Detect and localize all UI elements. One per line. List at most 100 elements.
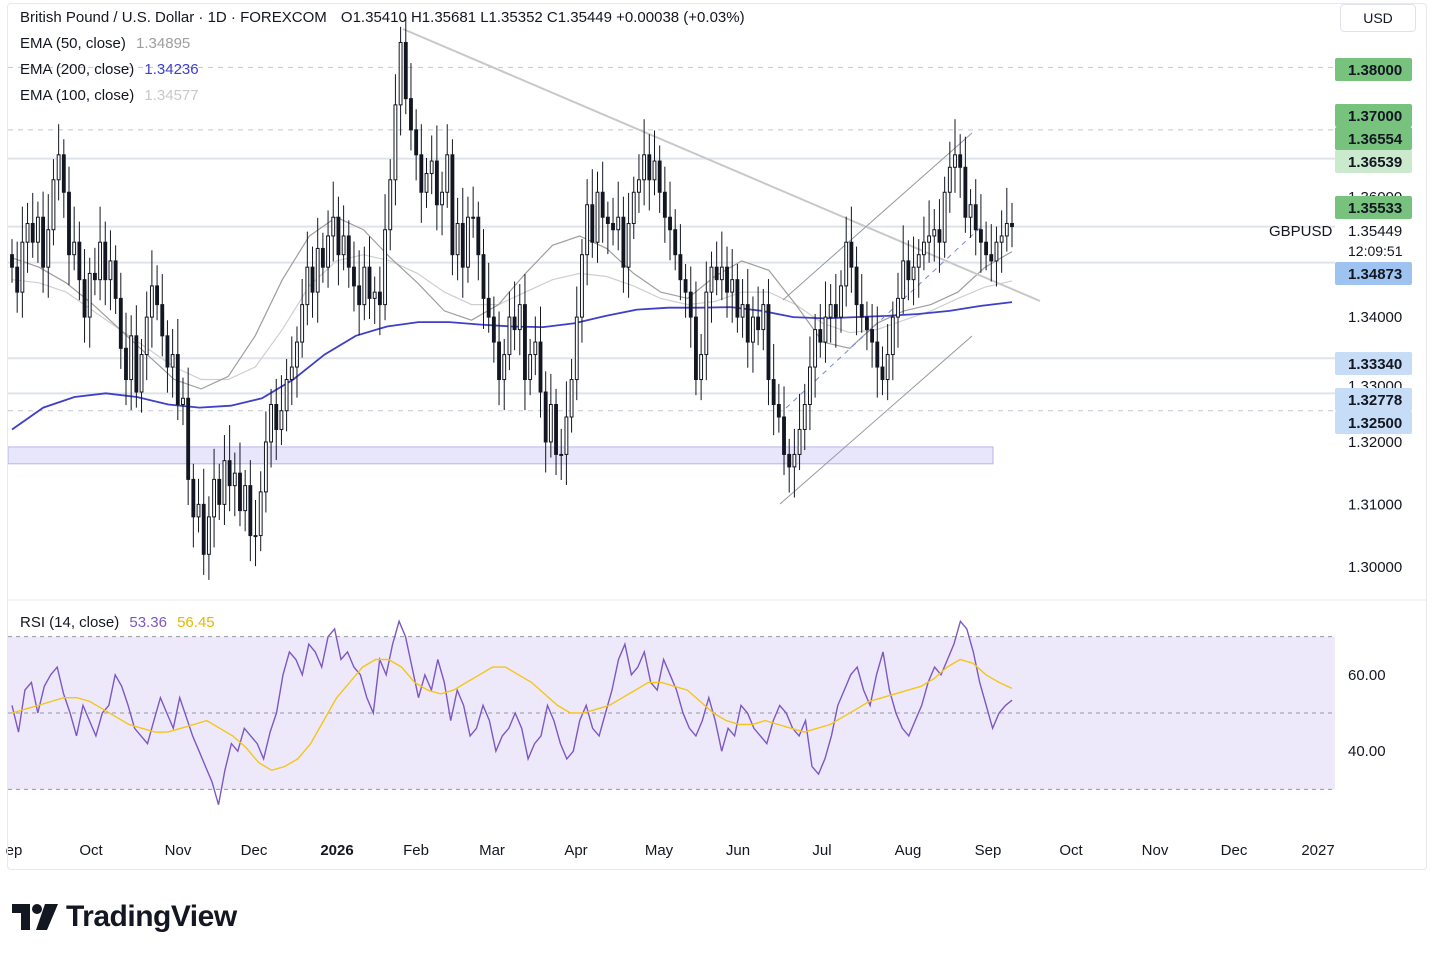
ema-100-legend[interactable]: EMA (100, close) 1.34577 [20, 87, 199, 105]
candle [906, 240, 911, 301]
candle [802, 383, 807, 451]
candle [393, 74, 398, 206]
candle-body [98, 241, 103, 281]
candle-body [409, 98, 413, 131]
time-axis-label: Dec [1221, 842, 1248, 859]
candle-body [103, 241, 108, 281]
ema-200-legend[interactable]: EMA (200, close) 1.34236 [20, 61, 199, 79]
price-axis-tick: 1.31000 [1348, 496, 1402, 513]
candle-body [155, 285, 160, 306]
candle [72, 206, 77, 271]
candle-body [668, 216, 672, 231]
candle [35, 201, 40, 263]
candle-body [129, 335, 134, 381]
time-axis-label: Dec [241, 842, 268, 859]
candle [41, 191, 46, 293]
candle-body [118, 297, 123, 349]
candle-body [486, 297, 491, 318]
price-label-box [1335, 58, 1412, 81]
candle-body [481, 254, 486, 299]
candle-body [704, 291, 709, 356]
candle-body [776, 403, 781, 418]
tradingview-logo-icon [12, 904, 58, 930]
candle [916, 239, 921, 298]
candle-body [362, 266, 367, 306]
candle [569, 358, 574, 433]
currency-button[interactable]: USD [1340, 4, 1416, 32]
candle-body [191, 478, 196, 518]
candle-body [797, 428, 802, 455]
candle-body [398, 41, 403, 106]
candle [388, 159, 393, 251]
ema-50-legend[interactable]: EMA (50, close) 1.34895 [20, 35, 190, 53]
candle-body [890, 316, 895, 356]
candle-body [683, 279, 688, 293]
time-axis-label: Oct [1059, 842, 1083, 859]
time-axis-label: Nov [165, 842, 192, 859]
candle [398, 26, 403, 136]
candle [921, 216, 926, 271]
candle-body [751, 316, 755, 343]
candle-body [978, 229, 983, 243]
candle-body [538, 341, 543, 393]
time-axis-label: 2027 [1301, 842, 1334, 859]
ema-100-label: EMA (100, close) [20, 87, 135, 104]
candle-body [911, 266, 916, 281]
rsi-legend[interactable]: RSI (14, close) 53.36 56.45 [20, 614, 215, 632]
candle-body [336, 216, 341, 256]
candle-body [963, 166, 968, 218]
candle-body [434, 160, 439, 206]
ema-200-label: EMA (200, close) [20, 61, 135, 78]
candle [258, 471, 263, 552]
candle [989, 224, 994, 282]
candle [263, 411, 268, 513]
candle [414, 109, 419, 181]
brand-logo[interactable]: TradingView [12, 900, 237, 934]
candle [186, 367, 191, 505]
candle-body [300, 304, 305, 343]
candle-body [730, 279, 735, 293]
price-label-text: 1.37000 [1348, 108, 1402, 125]
candle-body [212, 478, 216, 518]
candle [828, 284, 833, 343]
candle-body [849, 241, 854, 268]
candle-body [921, 241, 926, 256]
candle-body [590, 204, 595, 243]
candle [367, 236, 372, 319]
candle [305, 231, 310, 326]
candle [668, 181, 672, 261]
candle-body [699, 354, 704, 381]
candle-body [357, 285, 362, 306]
candle-body [429, 160, 434, 175]
candle [543, 371, 548, 473]
candle-body [548, 403, 553, 443]
candle [751, 296, 755, 373]
candle-body [823, 316, 828, 343]
price-label-box [1335, 352, 1412, 375]
candle-body [51, 179, 56, 231]
candle-body [15, 266, 20, 293]
candle-body [600, 191, 605, 218]
rsi-ma-line [11, 658, 1013, 772]
candle-body [315, 247, 320, 293]
candle [108, 230, 113, 311]
candle-body [875, 341, 880, 368]
candle [445, 124, 450, 208]
candle-body [574, 316, 579, 381]
candle-body [134, 335, 139, 393]
candle-body [937, 229, 942, 243]
candle [927, 200, 932, 263]
candle [637, 154, 641, 213]
candle [409, 63, 413, 151]
candle [1010, 202, 1014, 248]
candle-body [580, 254, 584, 318]
candle [497, 311, 501, 406]
candle-body [984, 241, 989, 256]
candle [377, 266, 382, 336]
candle-body [82, 279, 87, 318]
candle-body [818, 329, 823, 343]
candle-body [497, 341, 501, 381]
candle-body [833, 304, 838, 318]
candle-body [248, 485, 253, 537]
candle [942, 176, 947, 258]
